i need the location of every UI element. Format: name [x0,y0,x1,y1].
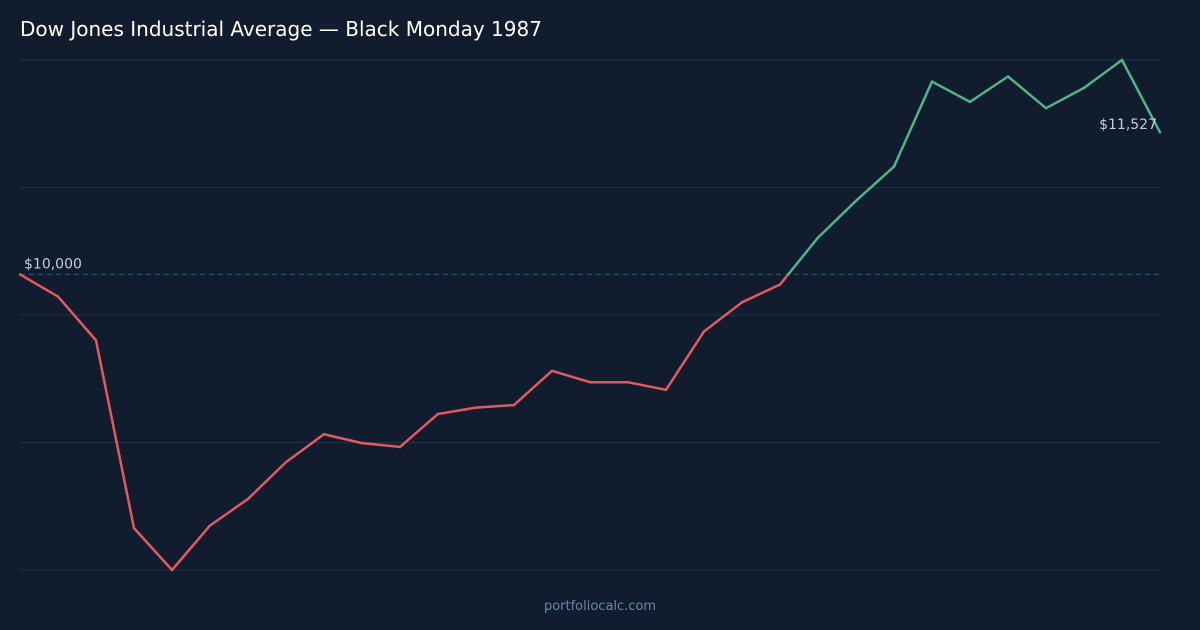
decline-segment [18,273,60,298]
decline-segment [284,433,326,464]
decline-segment [550,369,592,384]
decline-segment [664,330,706,392]
decline-segment [474,403,516,409]
recovery-segment [1044,86,1086,110]
decline-segment [512,369,554,407]
chart-title: Dow Jones Industrial Average — Black Mon… [20,17,542,41]
decline-segment [246,460,288,501]
recovery-segment [968,75,1010,104]
recovery-segment [1006,75,1048,110]
decline-segment [208,497,250,527]
recovery-segment [1120,58,1162,134]
decline-segment [740,283,782,304]
decline-segment [778,273,790,286]
recovery-segment [930,80,972,104]
baseline-label: $10,000 [24,256,82,272]
recovery-segment [1082,58,1124,90]
recovery-segment [816,199,858,239]
decline-segment [360,441,402,449]
recovery-segment [854,165,896,203]
decline-segment [626,380,668,392]
decline-segment [398,412,440,449]
decline-segment [436,406,478,416]
decline-segment [94,339,136,530]
decline-segment [170,524,212,572]
decline-segment [56,295,98,342]
decline-segment [702,301,744,333]
end-value-label: $11,527 [1099,117,1157,133]
footer-brand: portfoliocalc.com [543,599,657,614]
decline-segment [322,433,364,445]
recovery-segment [892,80,934,168]
decline-segment [132,526,174,572]
recovery-segment [786,236,820,276]
